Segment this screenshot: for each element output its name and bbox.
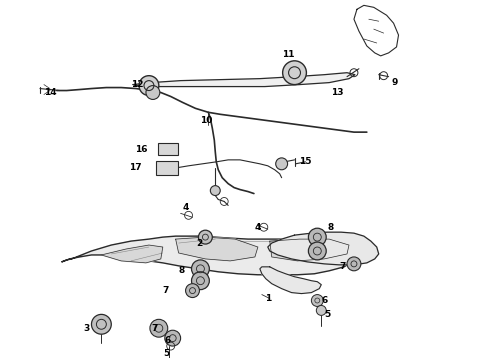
Text: 10: 10 bbox=[200, 116, 213, 125]
Polygon shape bbox=[260, 267, 321, 294]
Text: 4: 4 bbox=[255, 223, 261, 232]
Text: 15: 15 bbox=[299, 157, 312, 166]
Text: 4: 4 bbox=[183, 203, 189, 212]
Polygon shape bbox=[176, 237, 258, 261]
Text: 8: 8 bbox=[327, 223, 334, 232]
Circle shape bbox=[186, 284, 199, 298]
Circle shape bbox=[347, 257, 361, 271]
Circle shape bbox=[150, 319, 168, 337]
Polygon shape bbox=[268, 232, 379, 265]
Circle shape bbox=[210, 186, 220, 195]
FancyBboxPatch shape bbox=[156, 161, 178, 175]
Circle shape bbox=[198, 230, 212, 244]
Circle shape bbox=[276, 158, 288, 170]
Text: 7: 7 bbox=[151, 324, 157, 333]
Text: 11: 11 bbox=[282, 50, 294, 59]
Text: 13: 13 bbox=[331, 88, 343, 97]
Circle shape bbox=[308, 242, 326, 260]
Text: 5: 5 bbox=[324, 310, 330, 319]
Text: 17: 17 bbox=[129, 163, 142, 172]
Text: 5: 5 bbox=[163, 348, 169, 357]
Polygon shape bbox=[270, 239, 349, 261]
Polygon shape bbox=[101, 245, 163, 263]
Text: 7: 7 bbox=[163, 286, 169, 295]
Text: 3: 3 bbox=[84, 324, 90, 333]
Polygon shape bbox=[62, 236, 359, 275]
Text: 9: 9 bbox=[392, 78, 398, 87]
Text: 2: 2 bbox=[196, 239, 203, 248]
Circle shape bbox=[165, 330, 181, 346]
Circle shape bbox=[192, 272, 209, 289]
Circle shape bbox=[317, 306, 326, 315]
Circle shape bbox=[283, 61, 306, 85]
Polygon shape bbox=[133, 73, 355, 86]
Circle shape bbox=[308, 228, 326, 246]
Text: 6: 6 bbox=[165, 336, 171, 345]
Circle shape bbox=[146, 86, 160, 99]
Text: 12: 12 bbox=[131, 80, 144, 89]
Text: 8: 8 bbox=[179, 266, 185, 275]
Text: 16: 16 bbox=[135, 145, 147, 154]
Circle shape bbox=[311, 294, 323, 306]
FancyBboxPatch shape bbox=[158, 143, 178, 155]
Circle shape bbox=[139, 76, 159, 95]
Text: 14: 14 bbox=[44, 88, 56, 97]
Circle shape bbox=[92, 314, 111, 334]
Text: 6: 6 bbox=[321, 296, 327, 305]
Text: 7: 7 bbox=[339, 262, 345, 271]
Circle shape bbox=[192, 260, 209, 278]
Text: 1: 1 bbox=[265, 294, 271, 303]
